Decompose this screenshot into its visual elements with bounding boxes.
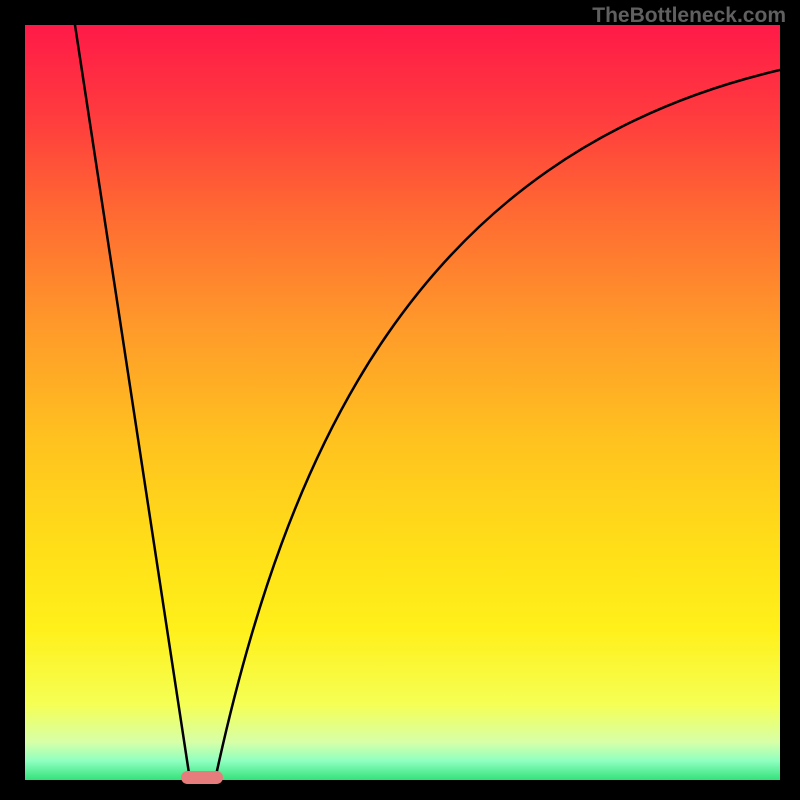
curve-layer	[25, 25, 780, 780]
right-curve	[215, 70, 780, 780]
chart-container: { "watermark": { "text": "TheBottleneck.…	[0, 0, 800, 800]
watermark-text: TheBottleneck.com	[592, 4, 786, 28]
left-curve	[75, 25, 190, 780]
plot-area	[25, 25, 780, 780]
vertex-marker	[181, 771, 223, 784]
